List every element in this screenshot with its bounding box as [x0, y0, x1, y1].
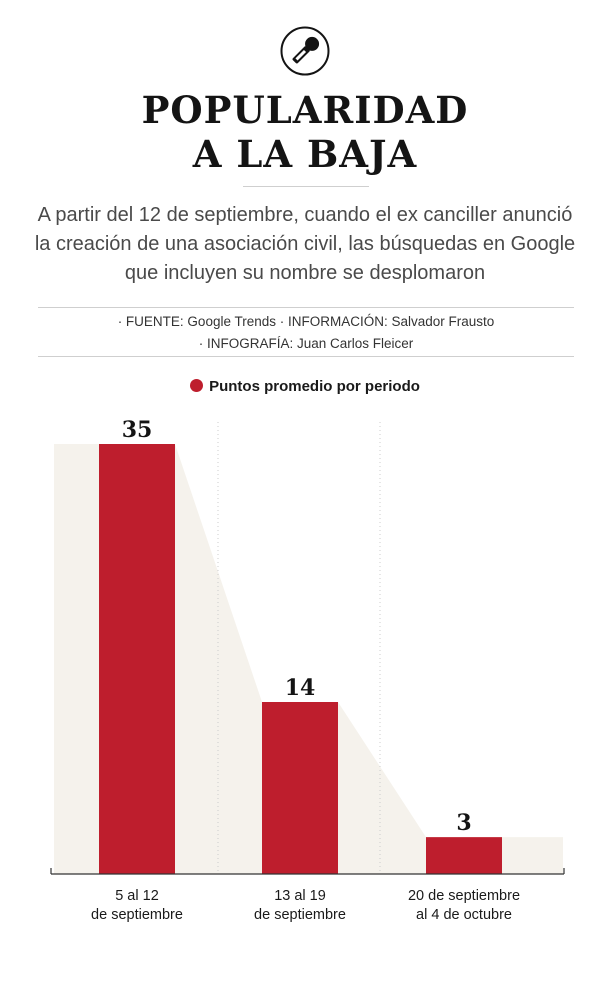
- bar-value-label: 35: [122, 417, 153, 443]
- credits: · FUENTE: Google Trends · INFORMACIÓN: S…: [38, 311, 574, 355]
- title-line: A LA BAJA: [192, 132, 418, 176]
- bar-value-label: 3: [456, 810, 471, 836]
- title-divider: [243, 186, 369, 187]
- x-tick-label: 5 al 12 de septiembre: [91, 888, 183, 923]
- legend-label: Puntos promedio por periodo: [209, 378, 420, 395]
- x-tick-label: 13 al 19 de septiembre: [254, 888, 346, 923]
- bar: [99, 444, 175, 874]
- subtitle: A partir del 12 de septiembre, cuando el…: [12, 201, 598, 288]
- chart-legend: Puntos promedio por periodo: [0, 378, 610, 395]
- subtitle-line: A partir del 12 de septiembre, cuando el…: [37, 204, 573, 226]
- bar: [262, 702, 338, 874]
- bar: [426, 837, 502, 874]
- legend-swatch: [190, 379, 204, 392]
- trend-area: [54, 444, 563, 874]
- bar-value-label: 14: [285, 675, 316, 701]
- x-tick-label: 20 de septiembre al 4 de octubre: [408, 888, 520, 923]
- credits-line: · INFOGRAFÍA: Juan Carlos Fleicer: [198, 336, 414, 351]
- subtitle-line: que incluyen su nombre se desplomaron: [124, 262, 486, 284]
- subtitle-line: la creación de una asociación civil, las…: [34, 233, 576, 255]
- bar-chart: 35 14 3 5 al 12 de septiembre 13 al 19 de sept…: [50, 417, 565, 923]
- credits-bottom-divider: [38, 356, 574, 357]
- title-line: POPULARIDAD: [141, 88, 469, 132]
- credits-line: · FUENTE: Google Trends · INFORMACIÓN: S…: [117, 314, 495, 329]
- credits-top-divider: [38, 307, 574, 308]
- microphone-icon: [280, 26, 330, 76]
- page-title: POPULARIDAD A LA BAJA: [0, 88, 610, 176]
